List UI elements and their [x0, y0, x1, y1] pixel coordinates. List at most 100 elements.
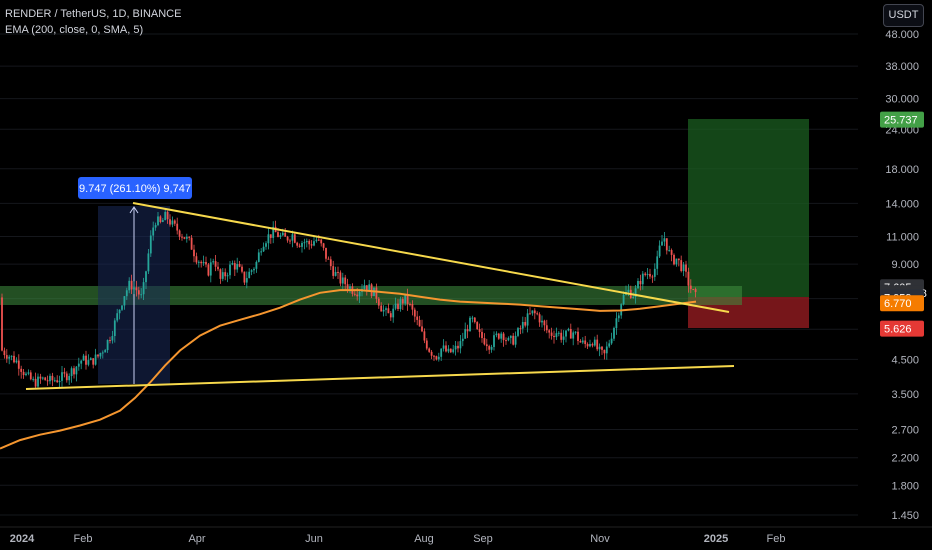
candle-body: [176, 223, 179, 231]
candle-body: [389, 313, 392, 318]
candle-body: [5, 355, 8, 359]
candle-body: [661, 241, 663, 246]
candle-body: [639, 280, 642, 285]
descending-resistance-line[interactable]: [132, 202, 730, 313]
candle-body: [284, 232, 287, 237]
candle-body: [416, 316, 419, 320]
symbol-title: RENDER / TetherUS, 1D, BINANCE: [5, 8, 182, 20]
candle-body: [663, 238, 666, 242]
candle-body: [39, 376, 42, 379]
price-label-text: 6.770: [884, 298, 912, 310]
candle-body: [111, 336, 114, 341]
candle-body: [80, 360, 83, 364]
candle-body: [476, 322, 479, 330]
candle-body: [553, 335, 555, 338]
candle-body: [440, 348, 443, 357]
candle-body: [437, 356, 440, 360]
candle-body: [193, 249, 195, 257]
candle-body: [423, 331, 426, 341]
measure-label[interactable]: 9.747 (261.10%) 9,747: [78, 177, 192, 199]
candle-body: [457, 345, 459, 349]
candle-body: [485, 344, 488, 347]
candle-body: [334, 271, 337, 276]
candle-body: [531, 310, 534, 314]
candle-body: [128, 280, 131, 291]
candle-body: [569, 328, 572, 339]
ema-200-line[interactable]: [0, 289, 697, 450]
candle-body: [322, 243, 325, 248]
candle-body: [394, 303, 397, 309]
candle-body: [461, 338, 464, 342]
candle-body: [147, 253, 150, 272]
candle-body: [598, 346, 601, 350]
candle-body: [75, 366, 78, 375]
candle-body: [265, 243, 267, 247]
indicator-legend: EMA (200, close, 0, SMA, 5): [5, 24, 144, 36]
candle-body: [447, 348, 450, 352]
candle-body: [646, 273, 649, 275]
candle-body: [226, 275, 229, 277]
candle-body: [161, 220, 164, 223]
candle-body: [641, 273, 644, 285]
candle-body: [181, 236, 183, 238]
currency-button[interactable]: USDT: [883, 4, 924, 27]
candle-body: [500, 333, 503, 339]
time-axis[interactable]: 2024 Feb Apr Jun Aug Sep Nov 2025 Feb: [0, 526, 932, 545]
candle-body: [32, 378, 35, 380]
time-tick-label: Nov: [590, 533, 610, 545]
candle-body: [214, 261, 217, 267]
candle-body: [53, 380, 56, 382]
price-tick-label: 18.000: [885, 164, 919, 176]
candle-body: [291, 234, 294, 241]
candle-body: [478, 329, 481, 332]
candle-body: [315, 239, 318, 242]
time-tick-label: Jun: [305, 533, 323, 545]
candle-body: [685, 264, 687, 272]
candle-body: [123, 296, 126, 306]
candle-body: [1, 297, 3, 351]
candle-body: [589, 343, 591, 347]
candle-body: [497, 333, 500, 339]
candle-body: [308, 240, 311, 245]
candle-body: [241, 266, 243, 272]
candle-body: [113, 320, 116, 337]
candle-body: [329, 259, 332, 267]
candle-body: [521, 321, 524, 329]
ascending-support-line[interactable]: [25, 365, 735, 390]
candle-body: [596, 339, 599, 350]
candle-body: [320, 239, 323, 244]
candle-body: [471, 317, 474, 319]
candle-body: [601, 346, 603, 350]
candle-body: [541, 320, 543, 323]
candle-body: [387, 308, 390, 314]
candle-body: [97, 354, 99, 357]
candle-body: [49, 375, 51, 382]
candle-body: [70, 368, 73, 377]
candle-body: [433, 355, 435, 357]
candle-body: [605, 346, 608, 354]
candle-body: [356, 294, 359, 297]
candle-body: [682, 264, 685, 272]
candle-body: [353, 293, 356, 295]
candle-body: [452, 349, 455, 353]
candle-body: [281, 232, 284, 236]
candle-body: [555, 333, 558, 338]
candle-body: [298, 245, 301, 247]
candle-body: [538, 314, 541, 323]
candlestick-series: [1, 208, 697, 389]
profit-target-zone[interactable]: [688, 119, 809, 297]
candle-body: [483, 338, 486, 345]
candle-body: [593, 339, 596, 346]
candle-body: [61, 372, 63, 381]
candle-body: [495, 333, 498, 336]
candle-body: [13, 355, 15, 363]
candle-body: [92, 358, 95, 365]
candle-body: [548, 330, 551, 333]
candle-body: [87, 360, 90, 365]
candle-body: [490, 346, 493, 350]
candle-body: [116, 313, 119, 321]
candle-body: [209, 262, 212, 276]
price-label-box: [880, 295, 924, 312]
candle-body: [313, 241, 315, 246]
